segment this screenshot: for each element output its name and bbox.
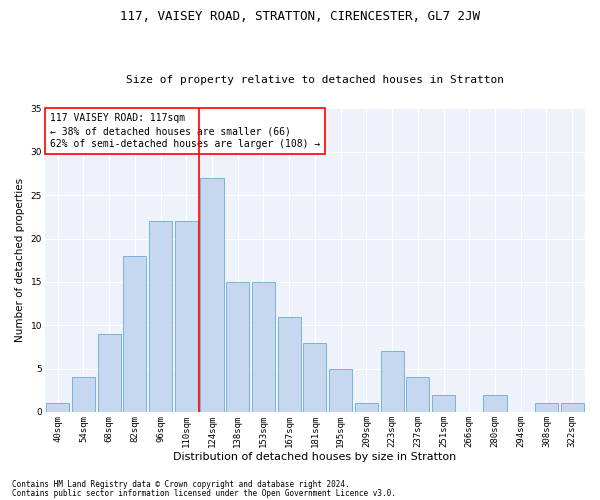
Bar [329,368,352,412]
Bar [46,403,69,412]
Bar [432,394,455,412]
Bar [175,221,198,412]
Text: Contains public sector information licensed under the Open Government Licence v3: Contains public sector information licen… [12,488,396,498]
Text: Contains HM Land Registry data © Crown copyright and database right 2024.: Contains HM Land Registry data © Crown c… [12,480,350,489]
Bar [200,178,224,412]
Bar [278,316,301,412]
Bar [406,377,430,412]
Title: Size of property relative to detached houses in Stratton: Size of property relative to detached ho… [126,76,504,86]
Bar [355,403,378,412]
Bar [149,221,172,412]
Bar [380,351,404,412]
Bar [123,256,146,412]
Bar [484,394,506,412]
Text: 117 VAISEY ROAD: 117sqm
← 38% of detached houses are smaller (66)
62% of semi-de: 117 VAISEY ROAD: 117sqm ← 38% of detache… [50,113,320,150]
Y-axis label: Number of detached properties: Number of detached properties [15,178,25,342]
Bar [560,403,584,412]
Bar [72,377,95,412]
X-axis label: Distribution of detached houses by size in Stratton: Distribution of detached houses by size … [173,452,457,462]
Bar [226,282,250,412]
Text: 117, VAISEY ROAD, STRATTON, CIRENCESTER, GL7 2JW: 117, VAISEY ROAD, STRATTON, CIRENCESTER,… [120,10,480,23]
Bar [98,334,121,412]
Bar [252,282,275,412]
Bar [535,403,558,412]
Bar [304,342,326,412]
